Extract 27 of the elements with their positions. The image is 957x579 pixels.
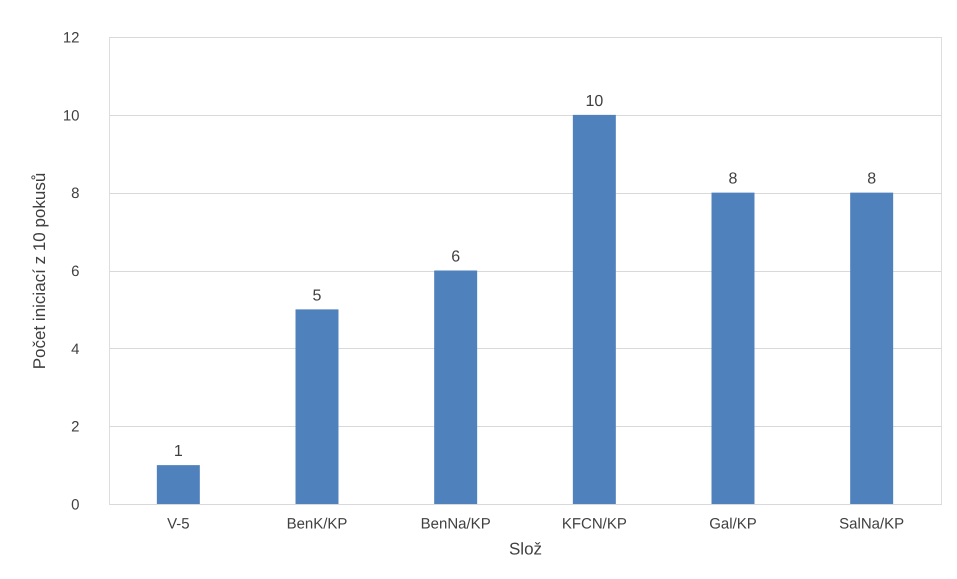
x-tick-label: SalNa/KP	[839, 516, 904, 532]
data-label: 8	[728, 170, 738, 188]
data-label: 10	[585, 92, 604, 110]
y-tick-label: 2	[71, 418, 80, 436]
bar	[850, 192, 894, 504]
data-label: 5	[312, 287, 322, 304]
data-label: 6	[451, 248, 460, 266]
y-tick-label: 10	[62, 107, 80, 124]
bar	[156, 465, 200, 504]
data-label: 1	[174, 443, 183, 460]
y-tick-label: 0	[71, 496, 80, 514]
y-tick-label: 12	[62, 30, 80, 46]
bar	[296, 309, 338, 504]
bar	[572, 114, 616, 504]
bar	[434, 270, 478, 504]
y-tick-label: 4	[71, 340, 80, 358]
x-tick-label: KFCN/KP	[562, 516, 627, 532]
x-tick-label: Gal/KP	[709, 516, 757, 532]
y-tick-label: 8	[71, 185, 80, 202]
x-axis-title: Slož	[508, 540, 542, 558]
x-tick-label: BenK/KP	[286, 516, 348, 532]
bar	[712, 192, 754, 504]
x-tick-label: V-5	[167, 516, 190, 532]
x-tick-label: BenNa/KP	[420, 516, 491, 532]
y-axis-title: Počet iniciací z 10 pokusů	[30, 172, 49, 370]
y-tick-label: 6	[71, 263, 80, 280]
data-label: 8	[867, 170, 876, 188]
